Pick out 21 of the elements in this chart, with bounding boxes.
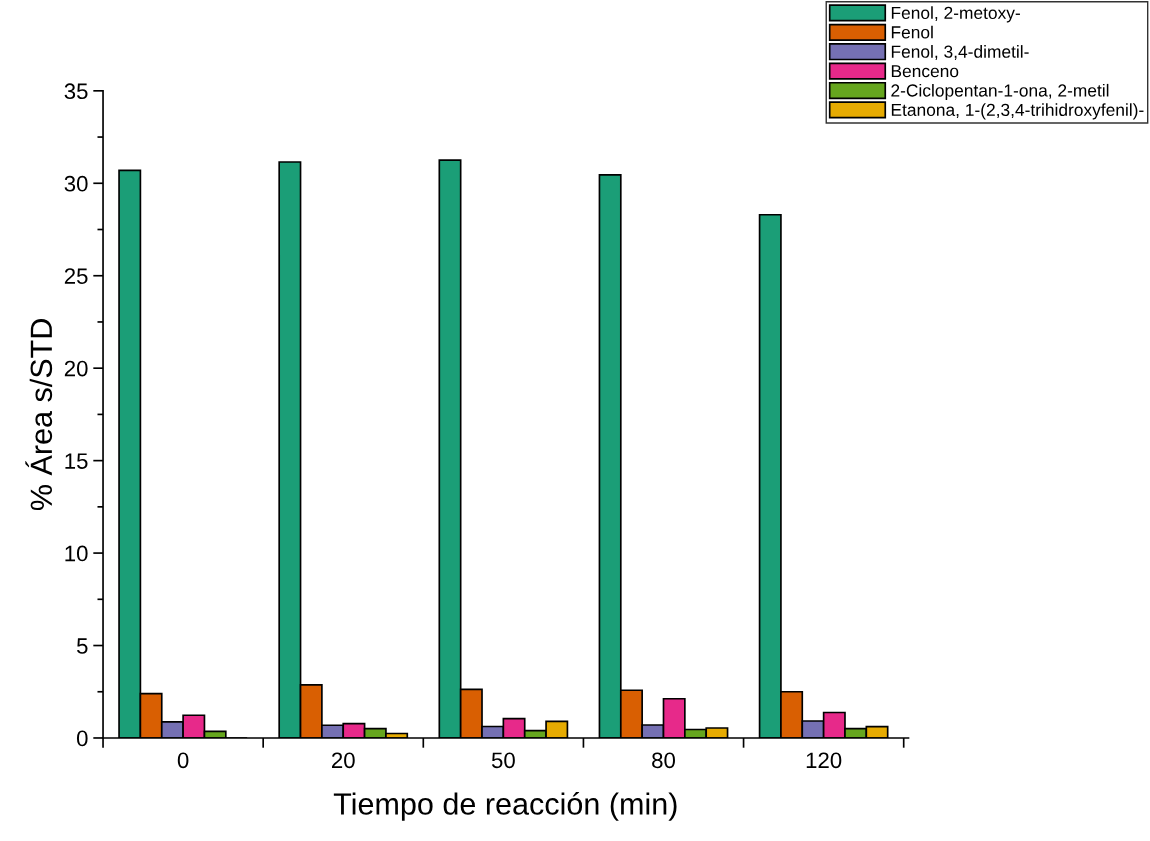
x-tick-label: 0 — [177, 752, 189, 769]
x-tick-label: 20 — [332, 752, 355, 769]
legend-label: Etanona, 1-(2,3,4-trihidroxyfenil)- — [891, 103, 1144, 120]
x-tick-label: 120 — [806, 752, 842, 769]
x-tick-label: 50 — [491, 752, 515, 769]
y-tick-label: 25 — [64, 268, 88, 284]
legend-label: Fenol, 3,4-dimetil- — [891, 45, 1029, 60]
legend-label: Fenol — [891, 25, 933, 39]
y-tick-label: 35 — [64, 83, 88, 100]
x-tick-label: 80 — [652, 752, 675, 769]
y-axis-title: % Área s/STD — [25, 319, 53, 511]
y-tick-label: 10 — [65, 545, 88, 562]
y-tick-label: 20 — [64, 360, 88, 377]
y-tick-label: 15 — [65, 453, 88, 469]
legend-label: 2-Ciclopentan-1-ona, 2-metil — [891, 83, 1109, 101]
y-tick-label: 0 — [76, 730, 88, 747]
y-tick-label: 5 — [76, 638, 88, 654]
y-tick-label: 30 — [64, 175, 88, 192]
legend-label: Fenol, 2-metoxy- — [891, 6, 1020, 23]
x-axis-title: Tiempo de reacción (min) — [333, 792, 677, 821]
legend-label: Benceno — [891, 65, 959, 78]
